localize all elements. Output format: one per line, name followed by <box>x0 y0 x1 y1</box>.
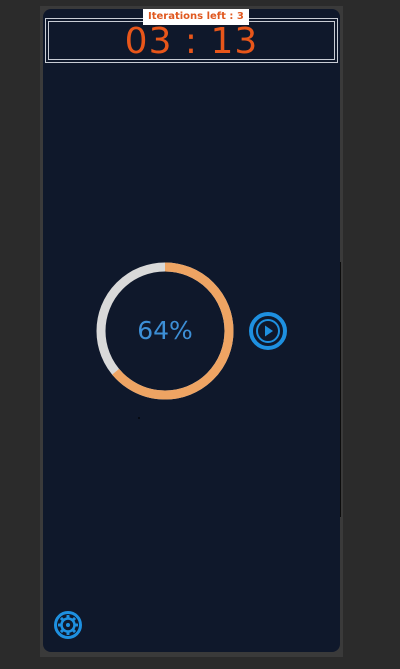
play-button[interactable] <box>248 311 288 351</box>
progress-ring <box>96 262 234 400</box>
play-circle-icon <box>249 312 287 350</box>
app-panel: Iterations left : 3 03 : 13 64% <box>43 9 340 652</box>
progress-percent: 64% <box>137 316 193 345</box>
window-edge-line <box>340 262 341 517</box>
stray-dot <box>138 417 140 419</box>
progress-fill <box>96 262 234 400</box>
timer-display: 03 : 13 <box>124 21 259 62</box>
iterations-badge: Iterations left : 3 <box>143 9 249 25</box>
settings-button[interactable] <box>53 610 83 640</box>
gear-icon <box>54 611 82 639</box>
